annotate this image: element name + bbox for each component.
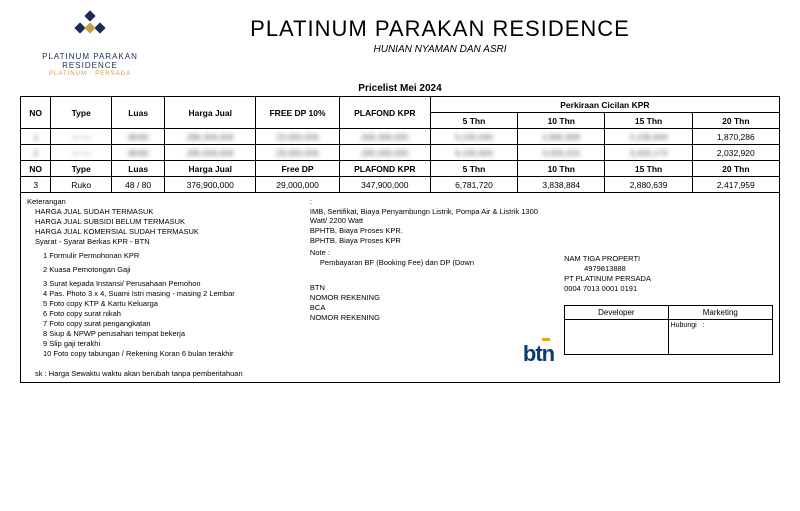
col-15thn: 15 Thn <box>605 113 692 129</box>
col-20thn: 20 Thn <box>692 113 779 129</box>
col-harga: Harga Jual <box>165 97 256 129</box>
page-title: PLATINUM PARAKAN RESIDENCE <box>160 16 720 42</box>
logo-text-2: PLATINUM · PERSADA <box>20 71 160 77</box>
table-row-blurred: 2 — — 36/60 295,000,000 29,000,000 295,0… <box>21 145 780 161</box>
price-table: NO Type Luas Harga Jual FREE DP 10% PLAF… <box>20 96 780 193</box>
period-label: Pricelist Mei 2024 <box>20 83 780 94</box>
logo-text-1: PLATINUM PARAKAN RESIDENCE <box>20 52 160 70</box>
col-luas: Luas <box>112 97 165 129</box>
btn-logo: btn <box>523 341 554 367</box>
sk-note: sk : Harga Sewaktu waktu akan berubah ta… <box>27 369 300 378</box>
logo: PLATINUM PARAKAN RESIDENCE PLATINUM · PE… <box>20 10 160 77</box>
notes-section: Keterangan HARGA JUAL SUDAH TERMASUK HAR… <box>20 193 780 383</box>
logo-icon <box>65 10 115 50</box>
table-row-blurred: 1 — — 36/60 296,306,000 23,000,000 266,3… <box>21 129 780 145</box>
col-no: NO <box>21 97 51 129</box>
col-kpr-group: Perkiraan Cicilan KPR <box>430 97 779 113</box>
page-subtitle: HUNIAN NYAMAN DAN ASRI <box>160 44 720 55</box>
ket-title: Keterangan <box>27 197 300 206</box>
col-type: Type <box>51 97 112 129</box>
developer-label: Developer <box>565 306 667 320</box>
marketing-label: Marketing <box>669 306 772 320</box>
table-header-row: NO Type Luas Harga Jual FREE DP 10% PLAF… <box>21 97 780 113</box>
col-dp: FREE DP 10% <box>256 97 339 129</box>
table-header-row-2: NO Type Luas Harga Jual Free DP PLAFOND … <box>21 161 780 177</box>
col-5thn: 5 Thn <box>430 113 517 129</box>
col-10thn: 10 Thn <box>518 113 605 129</box>
col-plafond: PLAFOND KPR <box>339 97 430 129</box>
table-row: 3 Ruko 48 / 80 376,900,000 29,000,000 34… <box>21 177 780 193</box>
footer-boxes: Developer Marketing Hubungi : <box>564 305 773 355</box>
